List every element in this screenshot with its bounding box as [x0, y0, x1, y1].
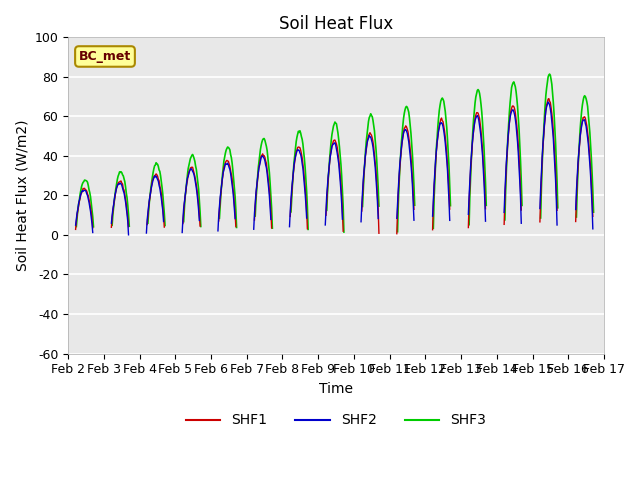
Title: Soil Heat Flux: Soil Heat Flux [279, 15, 393, 33]
SHF2 [74, 206, 82, 212]
Legend: SHF1, SHF2, SHF3: SHF1, SHF2, SHF3 [180, 408, 492, 433]
SHF3 [74, 206, 82, 212]
SHF1 [74, 208, 82, 214]
SHF1 [184, 178, 191, 183]
SHF1 [401, 125, 409, 131]
SHF3 [184, 172, 191, 178]
Y-axis label: Soil Heat Flux (W/m2): Soil Heat Flux (W/m2) [15, 120, 29, 271]
Text: BC_met: BC_met [79, 50, 131, 63]
SHF2 [184, 175, 191, 181]
Line: SHF2: SHF2 [76, 102, 593, 235]
X-axis label: Time: Time [319, 382, 353, 396]
SHF3 [401, 107, 409, 113]
Line: SHF3: SHF3 [76, 74, 593, 232]
SHF2 [401, 127, 409, 132]
Line: SHF1: SHF1 [76, 98, 593, 234]
